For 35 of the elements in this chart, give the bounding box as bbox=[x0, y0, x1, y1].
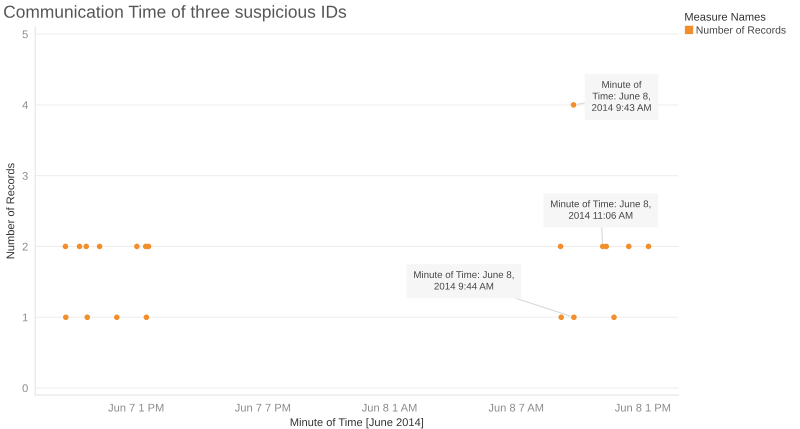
point bbox=[558, 244, 564, 250]
legend-label: Number of Records bbox=[696, 26, 786, 34]
point bbox=[134, 244, 140, 250]
point bbox=[611, 314, 617, 320]
point bbox=[62, 244, 68, 250]
point bbox=[144, 314, 150, 320]
point bbox=[558, 314, 564, 320]
x-tick-label: Jun 7 1 PM bbox=[108, 404, 164, 412]
x-tick-label: Jun 7 7 PM bbox=[234, 404, 290, 412]
point bbox=[96, 244, 102, 250]
y-tick-label: 5 bbox=[22, 30, 28, 38]
point bbox=[83, 244, 89, 250]
point bbox=[626, 244, 632, 250]
legend-title: Measure Names bbox=[685, 12, 766, 21]
x-tick-label: Jun 8 1 PM bbox=[614, 404, 670, 412]
point bbox=[646, 244, 652, 250]
x-axis-title: Minute of Time [June 2014] bbox=[290, 418, 424, 428]
point bbox=[63, 314, 69, 320]
y-tick-label: 1 bbox=[22, 314, 28, 322]
point bbox=[114, 314, 120, 320]
y-tick-label: 0 bbox=[22, 384, 28, 392]
annotation: Minute of Time: June 8, 2014 11:06 AM bbox=[551, 200, 650, 219]
chart-title: Communication Time of three suspicious IDs bbox=[4, 5, 346, 22]
point bbox=[570, 102, 576, 108]
y-tick-label: 2 bbox=[22, 242, 28, 250]
annotation: Minute of Time: June 8, 2014 9:43 AM bbox=[592, 80, 651, 112]
x-tick-label: Jun 8 7 AM bbox=[488, 404, 544, 412]
x-tick-label: Jun 8 1 AM bbox=[362, 404, 416, 412]
point bbox=[76, 244, 82, 250]
annotation: Minute of Time: June 8, 2014 9:44 AM bbox=[414, 270, 514, 290]
y-axis-title: Number of Records bbox=[6, 163, 14, 258]
y-tick-label: 3 bbox=[22, 172, 28, 180]
y-tick-label: 4 bbox=[22, 101, 28, 109]
point bbox=[571, 314, 577, 320]
point bbox=[84, 314, 90, 320]
